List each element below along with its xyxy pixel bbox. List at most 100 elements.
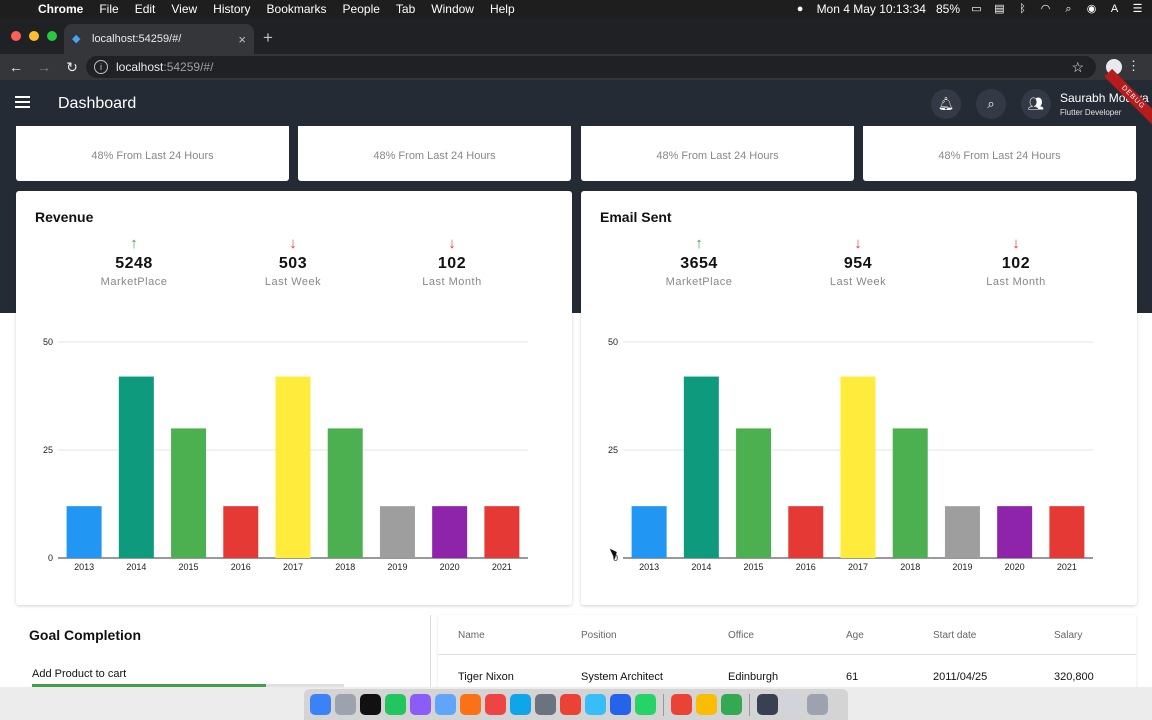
dashboard-content[interactable]: 48% From Last 24 Hours 48% From Last 24 … [0, 126, 1152, 687]
stat-card[interactable]: 48% From Last 24 Hours [581, 126, 854, 181]
bar-2018 [892, 428, 928, 558]
spotlight-search-icon[interactable]: ⌕ [1065, 3, 1072, 15]
arrow-up-icon: ↑ [695, 235, 703, 252]
wifi-icon[interactable]: ◠ [1040, 3, 1051, 15]
divider [430, 615, 431, 687]
menu-help[interactable]: Help [489, 2, 515, 16]
notification-bell-icon[interactable]: 🔔︎ [931, 89, 961, 119]
browser-tab[interactable]: ◆ localhost:54259/#/ × [64, 24, 254, 54]
site-info-icon[interactable]: i [94, 60, 108, 74]
x-tick-label: 2020 [1005, 562, 1025, 572]
x-tick-label: 2021 [492, 562, 512, 572]
window-thumbnail-icon[interactable] [782, 694, 803, 715]
chrome-icon[interactable] [671, 694, 692, 715]
column-header-name[interactable]: Name [458, 630, 485, 641]
system-preferences-icon[interactable] [535, 694, 556, 715]
xcode-icon[interactable] [435, 694, 456, 715]
menu-edit[interactable]: Edit [134, 2, 156, 16]
menu-history[interactable]: History [213, 2, 251, 16]
revenue-kpi-last-week: ↓ 503 Last Week [233, 235, 353, 288]
bar-2016 [788, 506, 824, 558]
goal-item-label: Add Product to cart [32, 668, 127, 680]
back-icon[interactable]: ← [9, 59, 23, 75]
window-thumbnail-icon[interactable] [757, 694, 778, 715]
column-header-age[interactable]: Age [846, 630, 864, 641]
arrow-down-icon: ↓ [289, 235, 297, 252]
menu-bookmarks[interactable]: Bookmarks [266, 2, 327, 16]
x-tick-label: 2019 [952, 562, 972, 572]
finder-icon[interactable] [310, 694, 331, 715]
hamburger-menu-icon[interactable] [15, 96, 30, 111]
menubar-datetime[interactable]: Mon 4 May 10:13:34 [816, 2, 926, 16]
menu-app-chrome[interactable]: Chrome [38, 2, 84, 16]
menu-file[interactable]: File [99, 2, 119, 16]
record-icon[interactable]: ● [796, 3, 804, 15]
terminal-icon[interactable] [360, 694, 381, 715]
y-tick-label: 50 [608, 337, 618, 347]
menu-view[interactable]: View [171, 2, 198, 16]
chrome-icon[interactable] [721, 694, 742, 715]
stat-card[interactable]: 48% From Last 24 Hours [298, 126, 571, 181]
app-icon[interactable] [610, 694, 631, 715]
goal-completion-title: Goal Completion [29, 627, 141, 643]
address-bar[interactable]: i localhost:54259/#/ ☆ [86, 56, 1096, 78]
browser-toolbar: ← → ↻ i localhost:54259/#/ ☆ ⋮ [0, 54, 1152, 80]
battery-percent[interactable]: 85% [935, 2, 960, 16]
minimize-window-icon[interactable] [29, 31, 39, 41]
stat-card[interactable]: 48% From Last 24 Hours [16, 126, 289, 181]
table-header: Name Position Office Age Start date Sala… [438, 630, 1136, 655]
sublime-text-icon[interactable] [460, 694, 481, 715]
column-header-office[interactable]: Office [728, 630, 754, 641]
kpi-label: MarketPlace [665, 276, 733, 288]
bar-2019 [944, 506, 980, 558]
input-source-icon[interactable]: A [1110, 3, 1119, 15]
stat-card[interactable]: 48% From Last 24 Hours [863, 126, 1136, 181]
search-icon[interactable]: ⌕ [976, 89, 1006, 119]
forward-icon[interactable]: → [37, 59, 51, 75]
cell-office: Edinburgh [728, 671, 779, 683]
kpi-value: 102 [1001, 255, 1031, 272]
reload-icon[interactable]: ↻ [66, 58, 78, 75]
close-tab-icon[interactable]: × [238, 31, 246, 47]
bar-2013 [631, 506, 667, 558]
people-icon[interactable]: 👥︎ [1021, 89, 1051, 119]
speech-icon[interactable]: ▤ [994, 3, 1005, 15]
column-header-start-date[interactable]: Start date [933, 630, 977, 641]
android-studio-icon[interactable] [385, 694, 406, 715]
control-center-icon[interactable]: ☰ [1132, 3, 1143, 15]
whatsapp-icon[interactable] [635, 694, 656, 715]
bar-2014 [118, 376, 154, 558]
column-header-position[interactable]: Position [581, 630, 617, 641]
safari-icon[interactable] [585, 694, 606, 715]
chrome-icon[interactable] [696, 694, 717, 715]
zoom-window-icon[interactable] [47, 31, 57, 41]
postman-icon[interactable] [485, 694, 506, 715]
goal-completion-card: Goal Completion Add Product to cart [16, 615, 430, 687]
app-store-icon[interactable] [510, 694, 531, 715]
battery-icon[interactable]: ▭ [971, 3, 982, 15]
launchpad-icon[interactable] [335, 694, 356, 715]
chrome-icon[interactable] [560, 694, 581, 715]
trash-icon[interactable] [807, 694, 828, 715]
kpi-value: 954 [843, 255, 873, 272]
kpi-label: MarketPlace [100, 276, 168, 288]
stat-card-subtitle: 48% From Last 24 Hours [656, 150, 779, 162]
new-tab-icon[interactable]: + [263, 28, 273, 47]
email-kpi-marketplace: ↑ 3654 MarketPlace [639, 235, 759, 288]
siri-icon[interactable]: ◉ [1086, 3, 1097, 15]
menu-window[interactable]: Window [431, 2, 474, 16]
stat-card-subtitle: 48% From Last 24 Hours [91, 150, 214, 162]
menu-people[interactable]: People [342, 2, 380, 16]
flutter-favicon-icon: ◆ [72, 33, 81, 45]
x-tick-label: 2014 [126, 562, 146, 572]
browser-tabstrip: ◆ localhost:54259/#/ × + [0, 18, 1152, 54]
close-window-icon[interactable] [11, 31, 21, 41]
menu-tab[interactable]: Tab [395, 2, 416, 16]
bookmark-star-icon[interactable]: ☆ [1071, 58, 1084, 75]
app-icon[interactable] [410, 694, 431, 715]
column-header-salary[interactable]: Salary [1054, 630, 1083, 641]
bluetooth-icon[interactable]: ᛒ [1019, 3, 1026, 15]
browser-menu-icon[interactable]: ⋮ [1127, 58, 1140, 73]
bar-2017 [275, 376, 311, 558]
stat-card-subtitle: 48% From Last 24 Hours [938, 150, 1061, 162]
